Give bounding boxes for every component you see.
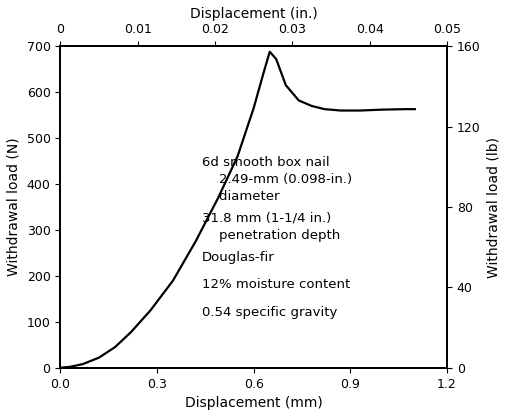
- Y-axis label: Withdrawal load (lb): Withdrawal load (lb): [486, 136, 500, 277]
- Text: 6d smooth box nail
    2.49-mm (0.098-in.)
    diameter: 6d smooth box nail 2.49-mm (0.098-in.) d…: [202, 156, 352, 203]
- Text: Douglas-fir: Douglas-fir: [202, 251, 275, 264]
- Y-axis label: Withdrawal load (N): Withdrawal load (N): [7, 138, 21, 276]
- Text: 12% moisture content: 12% moisture content: [202, 278, 350, 291]
- X-axis label: Displacement (mm): Displacement (mm): [185, 396, 322, 410]
- Text: 0.54 specific gravity: 0.54 specific gravity: [202, 306, 338, 319]
- X-axis label: Displacement (in.): Displacement (in.): [190, 7, 317, 21]
- Text: 31.8 mm (1-1/4 in.)
    penetration depth: 31.8 mm (1-1/4 in.) penetration depth: [202, 211, 340, 241]
